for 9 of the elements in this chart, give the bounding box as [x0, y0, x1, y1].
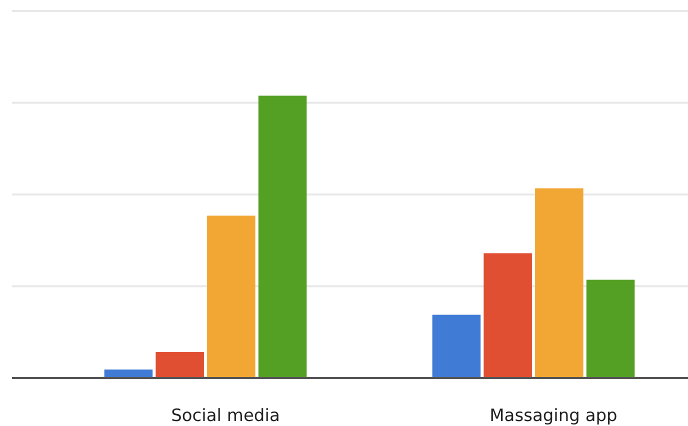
bar [432, 314, 481, 378]
bar [207, 216, 256, 378]
x-tick-label: Social media [171, 406, 280, 426]
bar [535, 188, 584, 378]
bar [156, 352, 204, 378]
x-tick-label: Massaging app [490, 406, 618, 426]
bar [258, 96, 307, 378]
bar [484, 253, 532, 378]
bar [586, 280, 635, 378]
